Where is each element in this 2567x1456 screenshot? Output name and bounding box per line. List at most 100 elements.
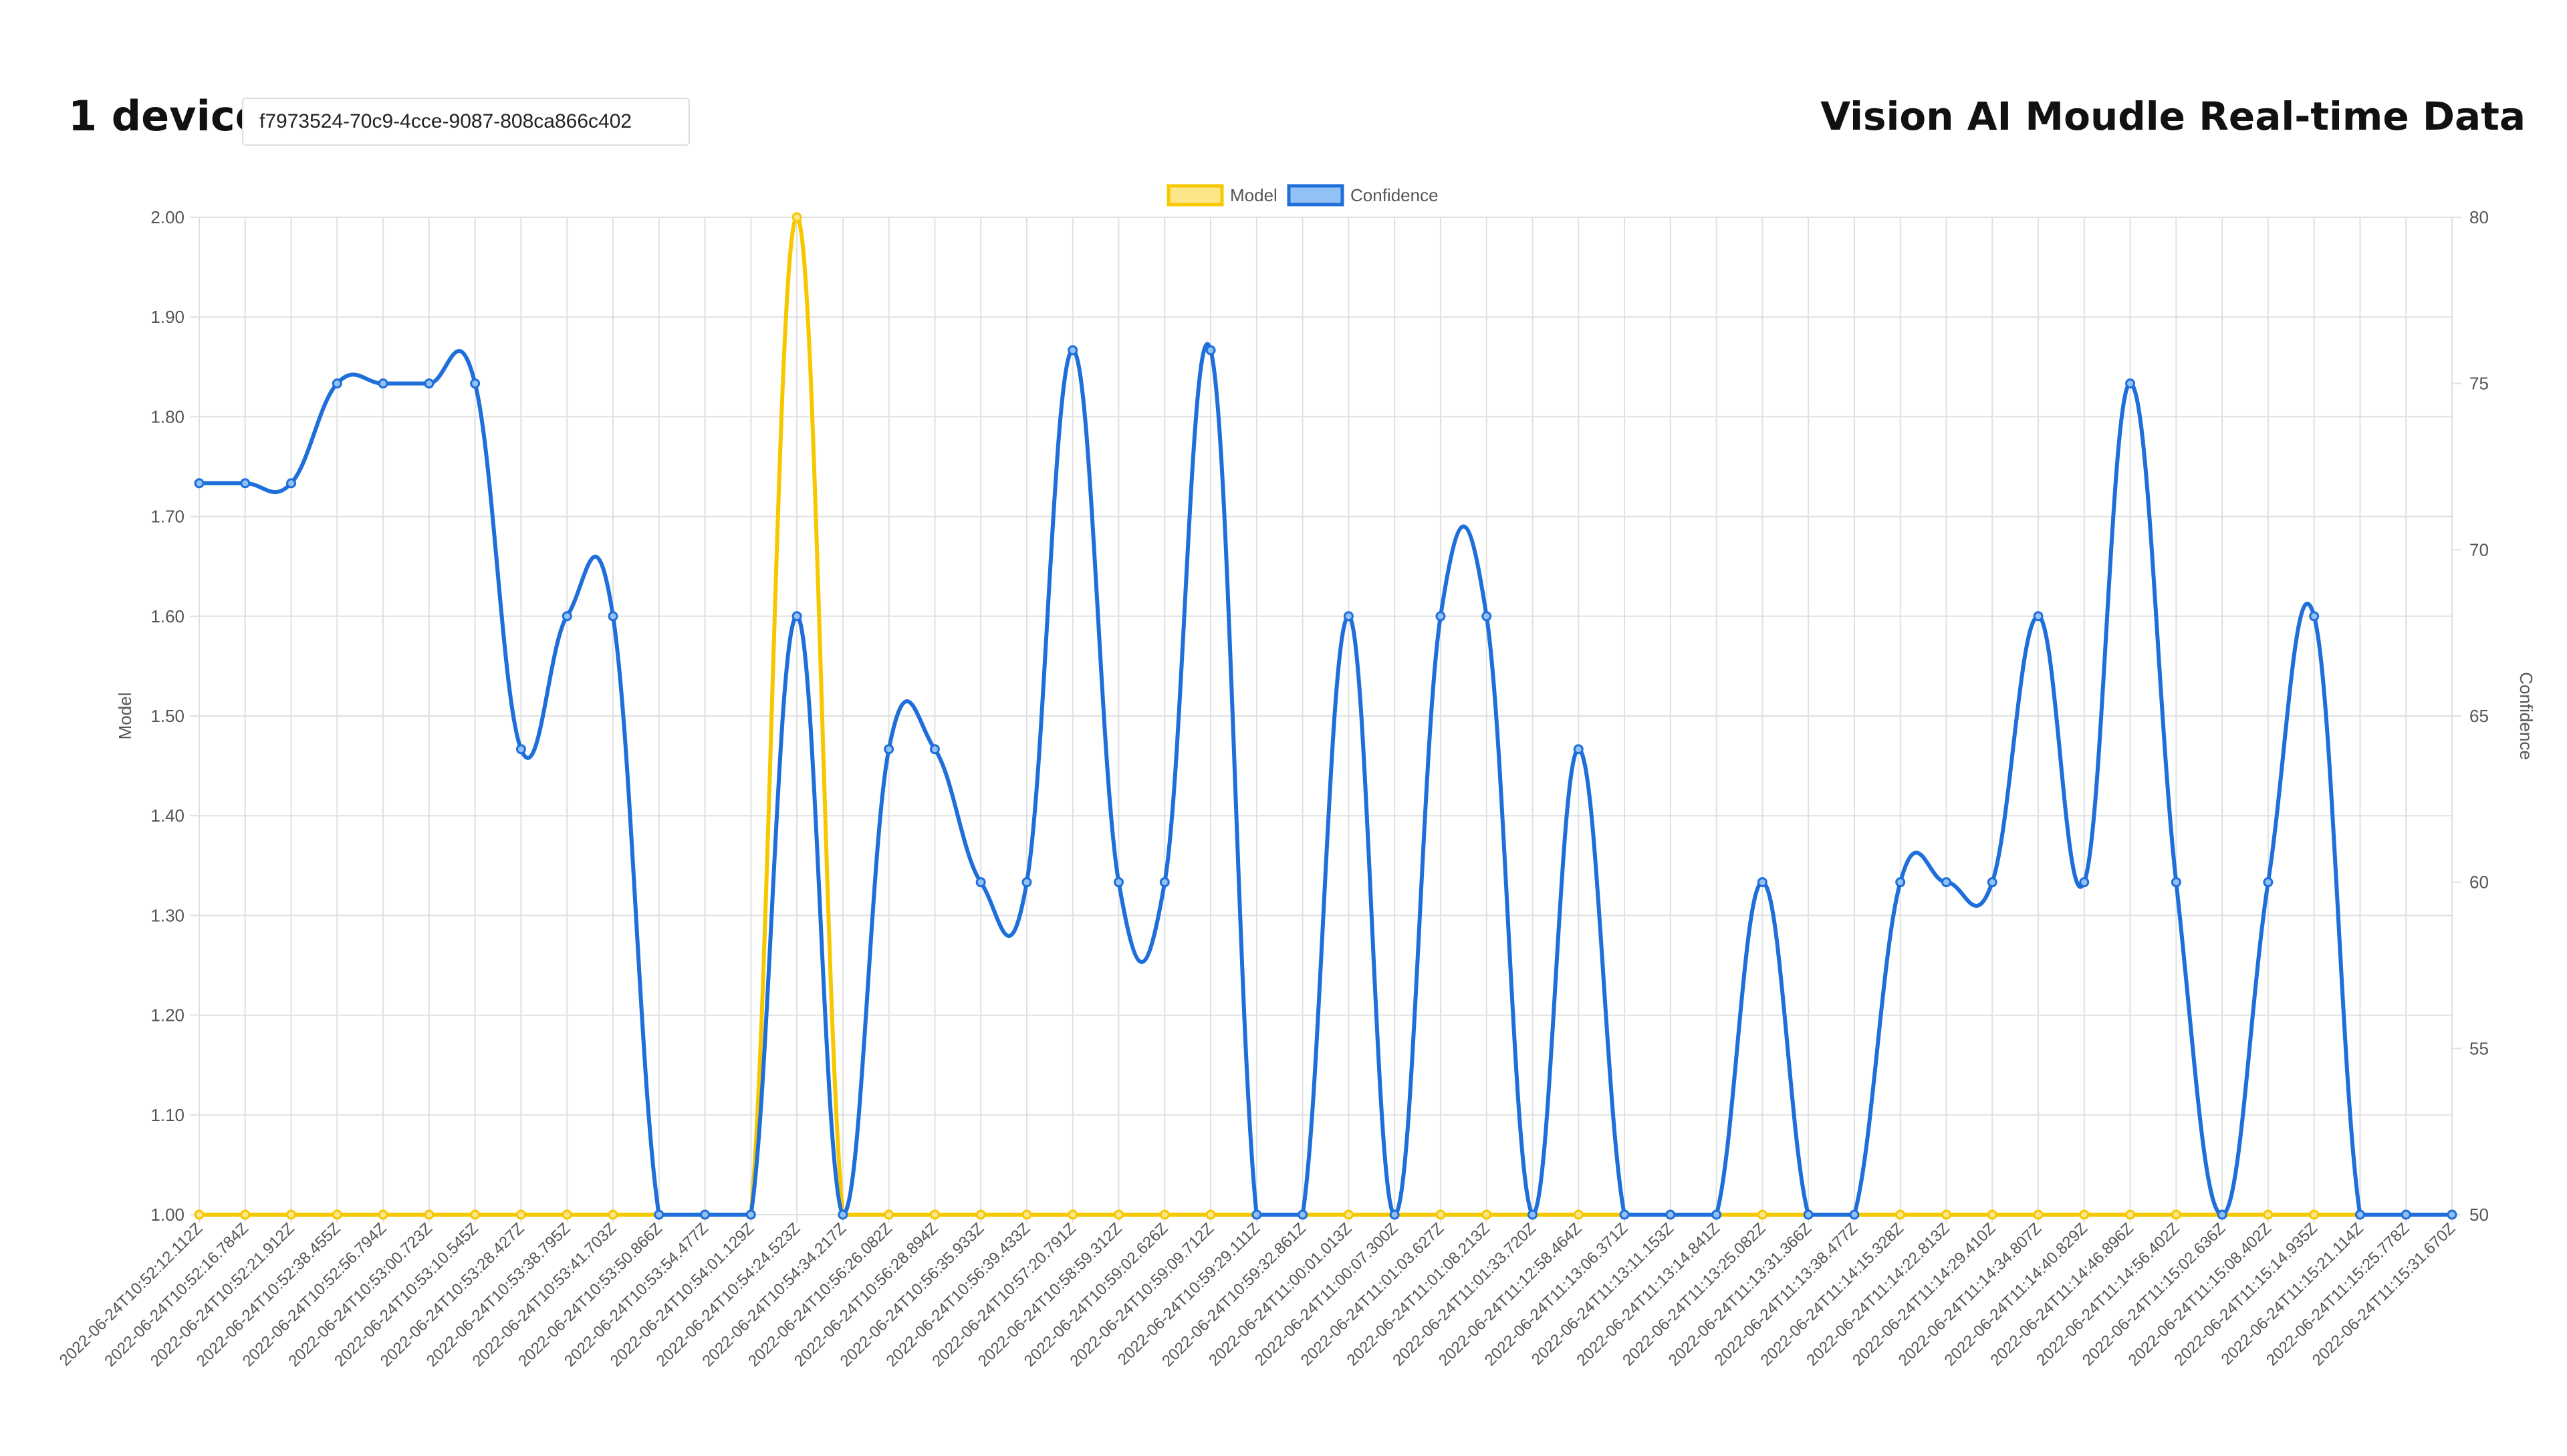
y-right-tick-label: 50 bbox=[2469, 1205, 2489, 1225]
model-point bbox=[1573, 1209, 1584, 1220]
confidence-point bbox=[2354, 1209, 2365, 1220]
confidence-point bbox=[1665, 1209, 1676, 1220]
y-left-tick-label: 1.20 bbox=[150, 1005, 185, 1025]
confidence-point bbox=[194, 478, 205, 489]
confidence-point bbox=[240, 478, 251, 489]
confidence-point bbox=[1757, 877, 1767, 888]
confidence-point bbox=[1711, 1209, 1722, 1220]
model-point bbox=[929, 1209, 940, 1220]
y-left-tick-label: 1.70 bbox=[150, 507, 185, 527]
confidence-point bbox=[2033, 611, 2044, 622]
legend-model-label: Model bbox=[1230, 185, 1277, 205]
y-left-tick-label: 2.00 bbox=[150, 207, 185, 227]
y-right-tick-label: 70 bbox=[2469, 539, 2489, 560]
confidence-point bbox=[1941, 877, 1951, 888]
model-point bbox=[1068, 1209, 1078, 1220]
model-point bbox=[608, 1209, 618, 1220]
model-point bbox=[1987, 1209, 1997, 1220]
model-point bbox=[2171, 1209, 2181, 1220]
model-point bbox=[2079, 1209, 2090, 1220]
model-point bbox=[1114, 1209, 1124, 1220]
confidence-point bbox=[2263, 877, 2274, 888]
model-point bbox=[2263, 1209, 2274, 1220]
confidence-point bbox=[1849, 1209, 1860, 1220]
confidence-point bbox=[1481, 611, 1492, 622]
legend-confidence-label: Confidence bbox=[1350, 185, 1439, 205]
confidence-point bbox=[562, 611, 572, 622]
confidence-point bbox=[424, 378, 435, 389]
y-right-tick-label: 55 bbox=[2469, 1038, 2489, 1058]
confidence-point bbox=[654, 1209, 664, 1220]
confidence-point bbox=[515, 744, 526, 755]
model-point bbox=[562, 1209, 572, 1220]
confidence-point bbox=[1527, 1209, 1538, 1220]
y-left-tick-label: 1.10 bbox=[150, 1105, 185, 1125]
confidence-point bbox=[1895, 877, 1906, 888]
model-point bbox=[1343, 1209, 1354, 1220]
confidence-point bbox=[929, 744, 940, 755]
model-point bbox=[470, 1209, 481, 1220]
y-right-tick-label: 75 bbox=[2469, 374, 2489, 394]
y-left-tick-label: 1.40 bbox=[150, 806, 185, 826]
model-point bbox=[194, 1209, 205, 1220]
confidence-point bbox=[2217, 1209, 2227, 1220]
confidence-point bbox=[1159, 877, 1170, 888]
model-point bbox=[1021, 1209, 1032, 1220]
confidence-point bbox=[1389, 1209, 1400, 1220]
y-left-tick-label: 1.50 bbox=[150, 706, 185, 726]
confidence-point bbox=[1021, 877, 1032, 888]
y-right-tick-label: 80 bbox=[2469, 207, 2489, 227]
model-point bbox=[332, 1209, 342, 1220]
model-point bbox=[286, 1209, 297, 1220]
confidence-point bbox=[1298, 1209, 1308, 1220]
confidence-point bbox=[378, 378, 388, 389]
model-point bbox=[2309, 1209, 2320, 1220]
confidence-point bbox=[1435, 611, 1446, 622]
confidence-point bbox=[1251, 1209, 1262, 1220]
model-point bbox=[240, 1209, 251, 1220]
model-point bbox=[2125, 1209, 2136, 1220]
confidence-point bbox=[286, 478, 297, 489]
model-point bbox=[1757, 1209, 1767, 1220]
model-point bbox=[1481, 1209, 1492, 1220]
y-left-tick-label: 1.80 bbox=[150, 406, 185, 427]
confidence-point bbox=[1343, 611, 1354, 622]
confidence-point bbox=[791, 611, 802, 622]
y-right-tick-label: 65 bbox=[2469, 706, 2489, 726]
model-point bbox=[791, 212, 802, 223]
confidence-point bbox=[332, 378, 342, 389]
series-line-confidence bbox=[199, 342, 2452, 1217]
model-point bbox=[884, 1209, 894, 1220]
confidence-point bbox=[2309, 611, 2320, 622]
confidence-point bbox=[2079, 877, 2090, 888]
y-left-tick-label: 1.90 bbox=[150, 307, 185, 327]
confidence-point bbox=[1987, 877, 1997, 888]
model-point bbox=[1205, 1209, 1216, 1220]
y-right-tick-label: 60 bbox=[2469, 872, 2489, 892]
model-point bbox=[1159, 1209, 1170, 1220]
legend-confidence-swatch bbox=[1287, 184, 1344, 207]
page-header: 1 device f7973524-70c9-4cce-9087-808ca86… bbox=[0, 0, 2567, 174]
model-point bbox=[1941, 1209, 1951, 1220]
confidence-point bbox=[745, 1209, 756, 1220]
y-left-tick-label: 1.00 bbox=[150, 1205, 185, 1225]
confidence-point bbox=[1205, 345, 1216, 356]
model-point bbox=[424, 1209, 435, 1220]
confidence-point bbox=[1573, 744, 1584, 755]
confidence-point bbox=[2125, 378, 2136, 389]
y-left-axis-title: Model bbox=[115, 693, 135, 740]
device-id-select[interactable]: f7973524-70c9-4cce-9087-808ca866c402 bbox=[242, 98, 690, 146]
y-left-tick-label: 1.60 bbox=[150, 606, 185, 626]
confidence-point bbox=[975, 877, 986, 888]
y-left-tick-label: 1.30 bbox=[150, 905, 185, 925]
confidence-point bbox=[470, 378, 481, 389]
legend-model-swatch bbox=[1167, 184, 1224, 207]
model-point bbox=[515, 1209, 526, 1220]
model-point bbox=[1895, 1209, 1906, 1220]
confidence-point bbox=[2401, 1209, 2411, 1220]
confidence-point bbox=[2447, 1209, 2457, 1220]
confidence-point bbox=[1803, 1209, 1814, 1220]
confidence-point bbox=[2171, 877, 2181, 888]
confidence-point bbox=[1619, 1209, 1630, 1220]
